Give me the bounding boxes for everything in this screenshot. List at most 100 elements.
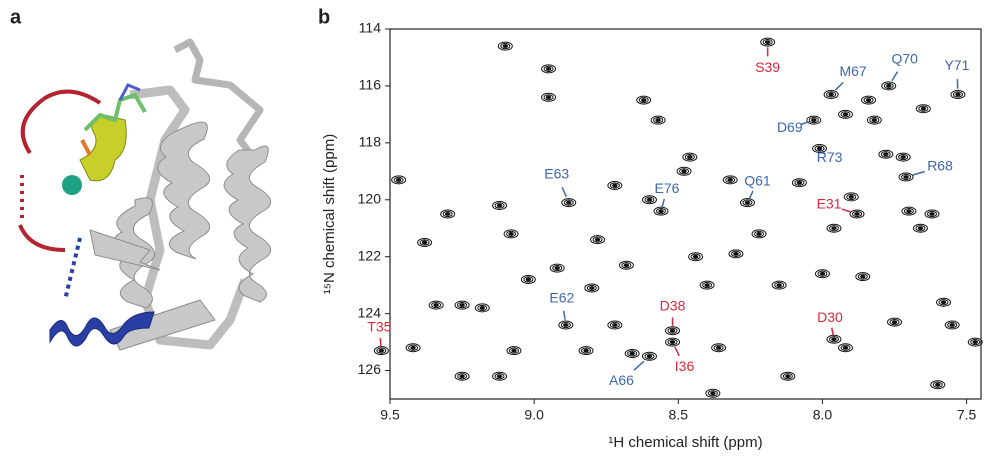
peak-contour: [641, 99, 645, 102]
annotation-label: D69: [777, 119, 803, 135]
peak-contour: [422, 241, 426, 244]
peak-contour: [716, 346, 720, 349]
annotation-pointer: [835, 82, 843, 90]
peak-contour: [480, 307, 484, 310]
peak: [441, 210, 455, 218]
y-tick-label: 120: [358, 190, 382, 206]
peak: [418, 238, 432, 246]
peak: [902, 207, 916, 215]
peak: [374, 347, 388, 355]
peak-contour: [630, 352, 634, 355]
peak: [867, 116, 881, 124]
peak: [504, 230, 518, 238]
panel-label: a: [10, 6, 22, 28]
peak: [888, 318, 902, 326]
annotation-pointer: [662, 199, 664, 207]
peak-contour: [595, 238, 599, 241]
peak-contour: [497, 204, 501, 207]
peak: [899, 173, 913, 181]
peak: [406, 344, 420, 352]
peak-contour: [930, 213, 934, 216]
peak: [706, 389, 720, 397]
peak: [827, 224, 841, 232]
peak-contour: [379, 349, 383, 352]
annotation-label: Q70: [892, 51, 919, 67]
peak-contour: [526, 278, 530, 281]
peak-contour: [682, 170, 686, 173]
peak: [521, 275, 535, 283]
peak-contour: [757, 233, 761, 236]
peak: [856, 273, 870, 281]
peak-contour: [872, 119, 876, 122]
panel-label: b: [318, 6, 330, 28]
peak: [642, 196, 656, 204]
peak: [925, 210, 939, 218]
peak-contour: [670, 329, 674, 332]
peak: [666, 338, 680, 346]
peak: [550, 264, 564, 272]
annotation-pointer: [675, 347, 679, 356]
peak-contour: [693, 255, 697, 258]
peak: [608, 182, 622, 190]
peak-contour: [445, 213, 449, 216]
peak: [968, 338, 982, 346]
peak-contour: [647, 355, 651, 358]
peak: [752, 230, 766, 238]
peak: [729, 250, 743, 258]
peak: [827, 335, 841, 343]
peak: [850, 210, 864, 218]
peak-contour: [765, 41, 769, 44]
peak-contour: [434, 304, 438, 307]
peak: [475, 304, 489, 312]
annotation-pointer: [380, 338, 381, 346]
peak: [740, 199, 754, 207]
peak-contour: [904, 176, 908, 179]
peak: [781, 372, 795, 380]
annotation-pointer: [564, 311, 565, 320]
x-tick-label: 8.5: [669, 407, 689, 423]
peak-contour: [584, 349, 588, 352]
peak: [429, 301, 443, 309]
peak-contour: [901, 156, 905, 159]
peak-contour: [918, 227, 922, 230]
peak: [937, 298, 951, 306]
y-axis-label: ¹⁵N chemical shift (ppm): [321, 134, 338, 294]
peak-contour: [887, 85, 891, 88]
peak-contour: [659, 210, 663, 213]
peak: [951, 90, 965, 98]
peak-contour: [797, 181, 801, 184]
peak-contour: [950, 324, 954, 327]
annotation-label: E31: [817, 196, 842, 212]
peak-contour: [705, 284, 709, 287]
peak: [712, 344, 726, 352]
annotation-label: D38: [660, 297, 686, 313]
peak-contour: [647, 198, 651, 201]
peak-contour: [670, 341, 674, 344]
annotation-label: M67: [839, 63, 866, 79]
peak: [637, 96, 651, 104]
peak: [882, 82, 896, 90]
peak: [815, 270, 829, 278]
x-tick-label: 7.5: [957, 407, 977, 423]
peak: [642, 352, 656, 360]
peak: [608, 321, 622, 329]
y-tick-label: 122: [358, 247, 382, 263]
peak: [807, 116, 821, 124]
peak-contour: [777, 284, 781, 287]
peak-contour: [567, 201, 571, 204]
peak: [772, 281, 786, 289]
protein-cartoon: [20, 42, 271, 350]
peak-contour: [855, 213, 859, 216]
peak: [689, 253, 703, 261]
annotation-label: S39: [755, 59, 780, 75]
peak-contour: [734, 252, 738, 255]
peak-contour: [411, 346, 415, 349]
peak-contour: [849, 196, 853, 199]
peak: [493, 201, 507, 209]
x-tick-label: 9.5: [380, 407, 400, 423]
x-axis-label: ¹H chemical shift (ppm): [608, 434, 762, 451]
annotation-pointer: [913, 172, 925, 176]
peak-contour: [956, 93, 960, 96]
peak-contour: [973, 341, 977, 344]
